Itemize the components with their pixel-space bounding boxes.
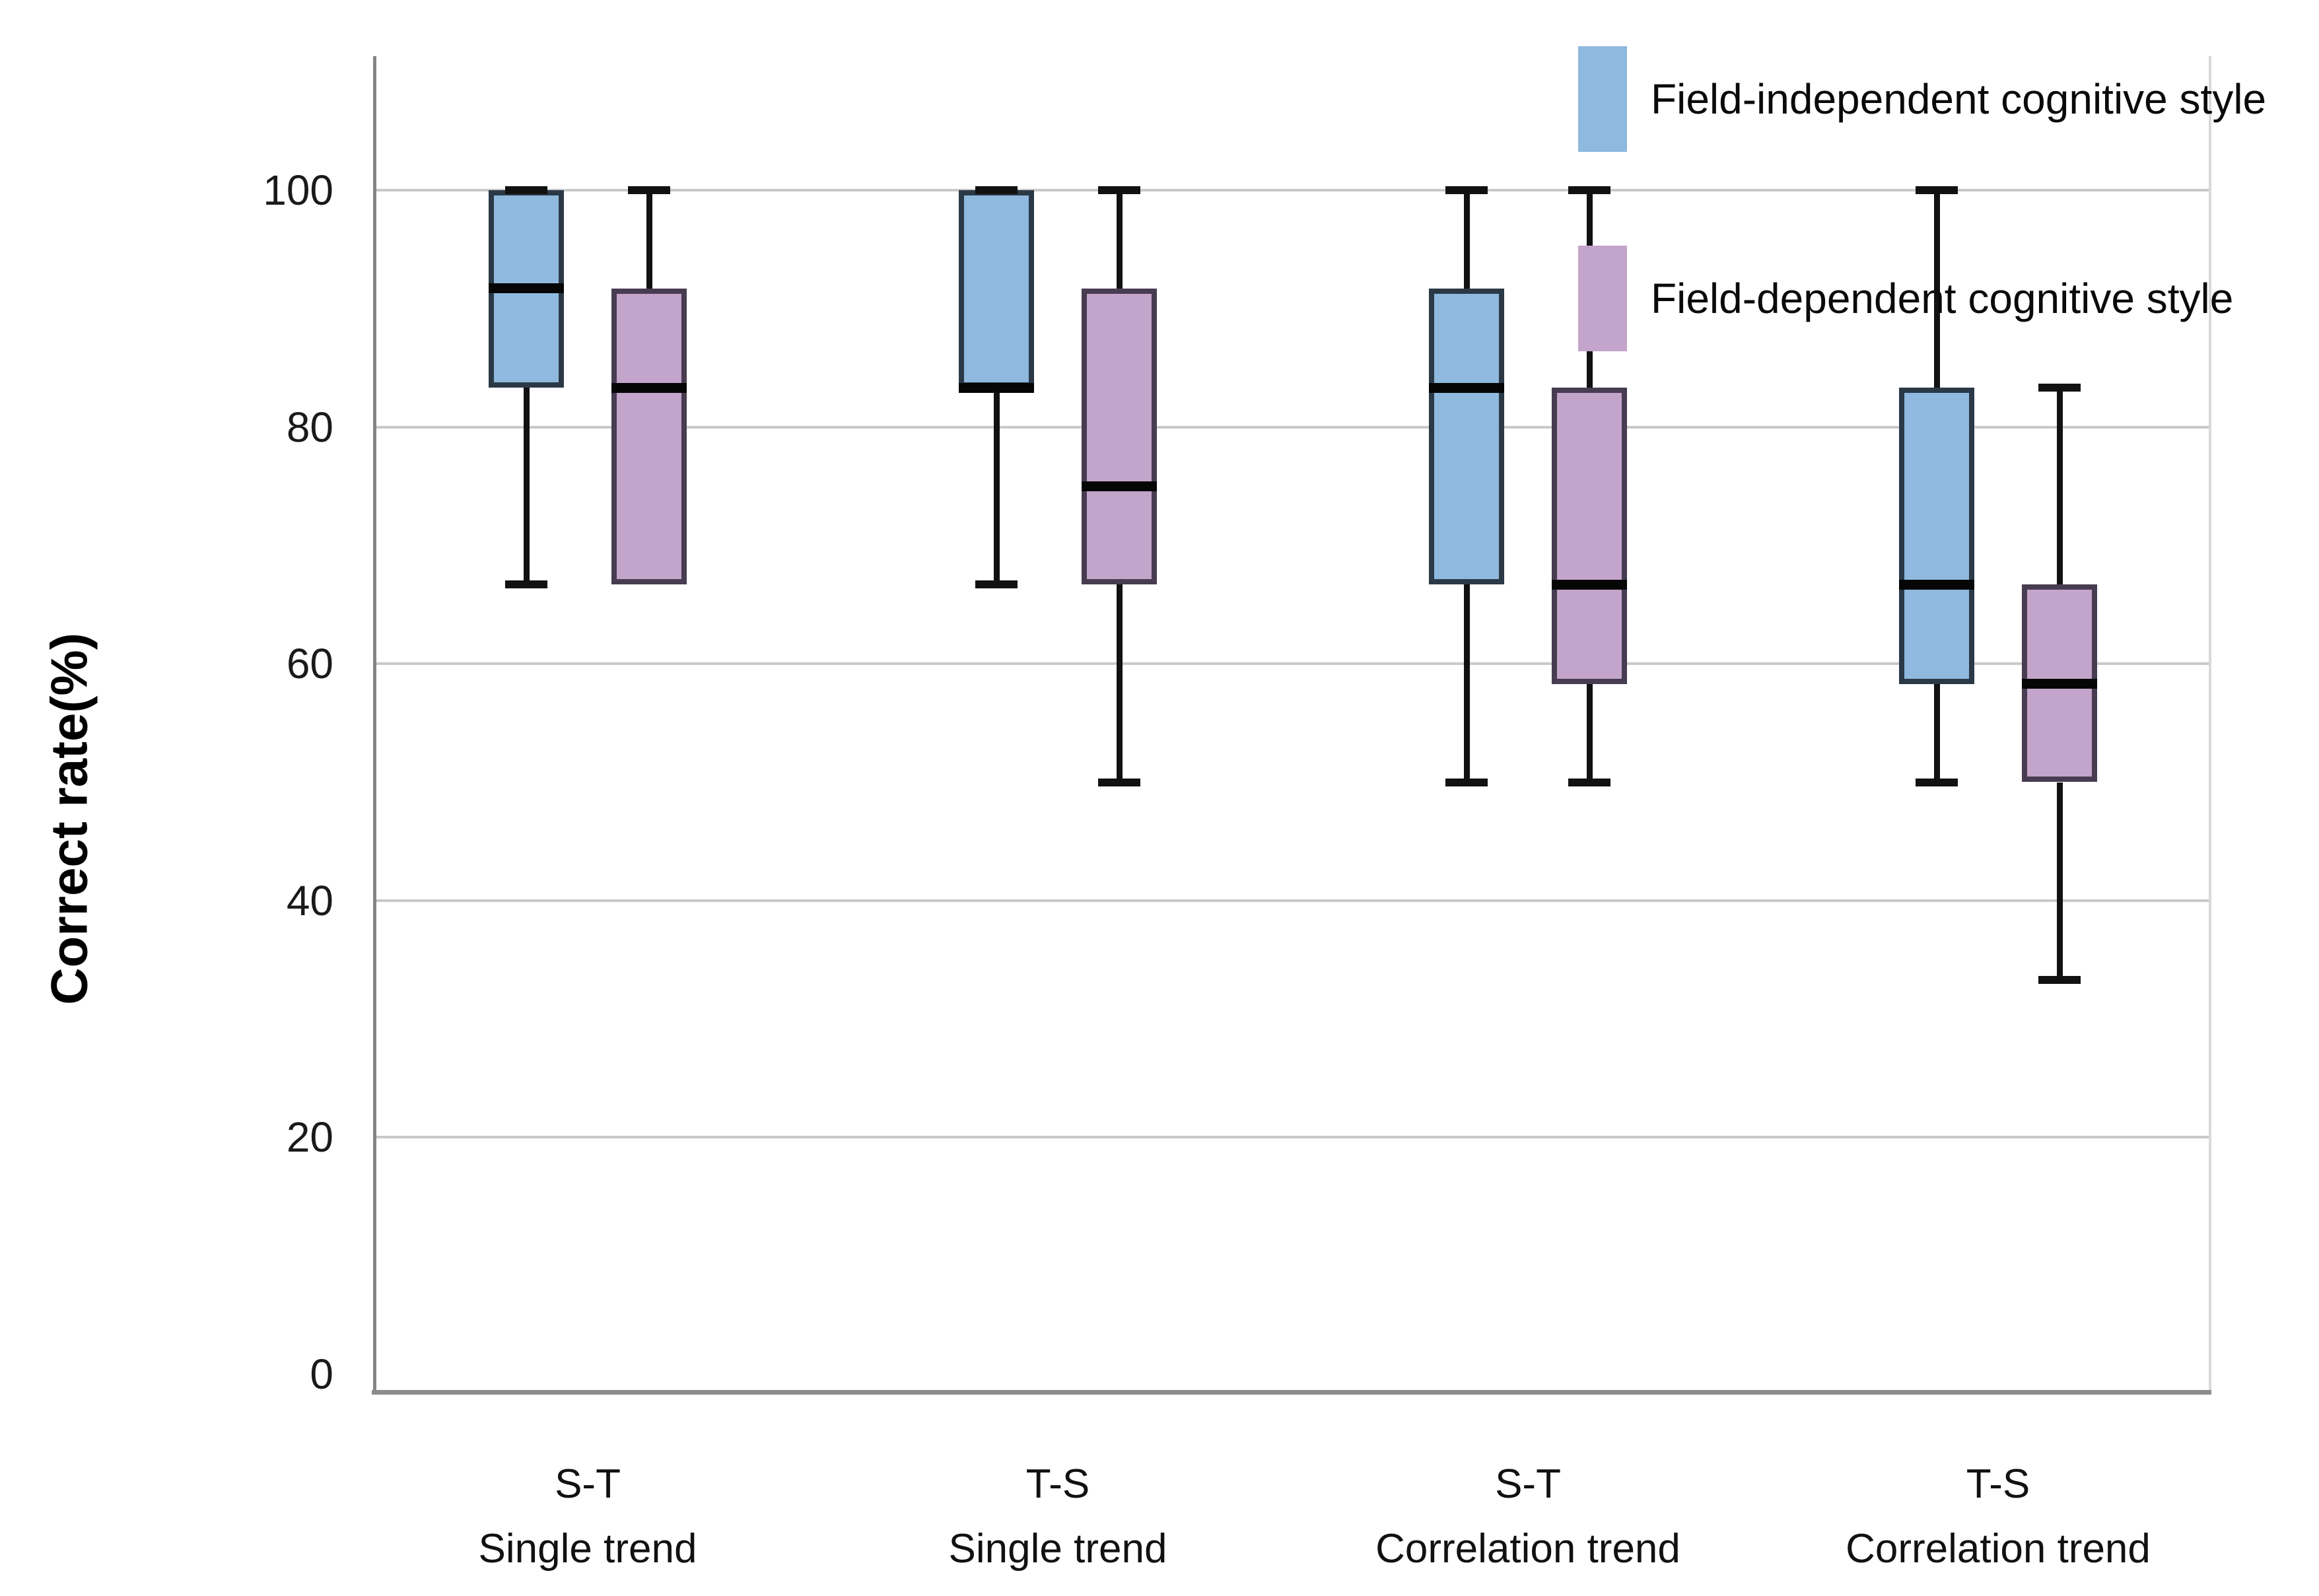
upper-whisker: [646, 190, 652, 289]
boxplot-box: [1552, 388, 1627, 684]
x-category-label: S-T: [555, 1461, 621, 1507]
y-tick-label-60: 60: [286, 640, 333, 688]
lower-whisker: [2056, 782, 2063, 980]
max-whisker-cap: [1445, 186, 1488, 194]
x-category-sublabel: Single trend: [478, 1526, 697, 1572]
legend-swatch-blue: [1578, 46, 1627, 152]
gridline-100: [373, 189, 2209, 191]
x-axis-line: [372, 1390, 2211, 1395]
lower-whisker: [1463, 584, 1470, 782]
x-category-sublabel: Correlation trend: [1846, 1526, 2151, 1572]
min-whisker-cap: [1098, 778, 1140, 786]
max-whisker-cap: [1098, 186, 1140, 194]
upper-whisker: [1116, 190, 1123, 289]
boxplot-box: [1899, 388, 1974, 684]
median-line: [959, 382, 1034, 393]
y-axis-line: [373, 56, 376, 1390]
max-whisker-cap: [1568, 186, 1610, 194]
lower-whisker: [523, 388, 530, 585]
min-whisker-cap: [2038, 975, 2081, 984]
lower-whisker: [1586, 683, 1593, 782]
legend-item-field-dependent: Field-dependent cognitive style: [1578, 246, 2233, 351]
gridline-20: [373, 1136, 2209, 1139]
median-line: [1899, 579, 1974, 590]
gridline-80: [373, 425, 2209, 429]
y-tick-label-40: 40: [286, 876, 333, 924]
y-tick-label-80: 80: [286, 403, 333, 451]
boxplot-box: [959, 190, 1034, 388]
gridline-40: [373, 899, 2209, 902]
legend-item-field-independent: Field-independent cognitive style: [1578, 46, 2266, 152]
min-whisker-cap: [1445, 778, 1488, 786]
boxplot-box: [611, 288, 687, 585]
upper-whisker: [2056, 388, 2063, 585]
upper-whisker: [1933, 190, 1940, 388]
max-whisker-cap: [2038, 384, 2081, 392]
median-line: [611, 382, 687, 393]
x-category-label: T-S: [1966, 1461, 2030, 1507]
x-category-label: S-T: [1495, 1461, 1561, 1507]
median-line: [1082, 481, 1157, 491]
max-whisker-cap: [1916, 186, 1958, 194]
y-tick-label-0: 0: [310, 1350, 333, 1398]
min-whisker-cap: [1568, 778, 1610, 786]
y-tick-label-20: 20: [286, 1113, 333, 1162]
gridline-60: [373, 662, 2209, 666]
median-line: [489, 283, 564, 294]
boxplot-box: [1429, 288, 1504, 585]
legend-label: Field-dependent cognitive style: [1651, 275, 2234, 322]
min-whisker-cap: [1916, 778, 1958, 786]
lower-whisker: [1933, 683, 1940, 782]
median-line: [1429, 382, 1504, 393]
boxplot-box: [1082, 288, 1157, 585]
lower-whisker: [993, 388, 1000, 585]
min-whisker-cap: [505, 580, 547, 589]
x-category-sublabel: Correlation trend: [1375, 1526, 1680, 1572]
legend-swatch-purple: [1578, 246, 1627, 351]
y-tick-label-100: 100: [263, 166, 333, 214]
x-category-sublabel: Single trend: [948, 1526, 1167, 1572]
max-whisker-cap: [505, 186, 547, 194]
x-category-label: T-S: [1025, 1461, 1090, 1507]
legend-label: Field-independent cognitive style: [1651, 75, 2267, 123]
plot-right-border: [2209, 56, 2211, 1390]
median-line: [2022, 679, 2097, 689]
lower-whisker: [1116, 584, 1123, 782]
median-line: [1552, 579, 1627, 590]
max-whisker-cap: [628, 186, 670, 194]
y-axis-title: Correct rate(%): [40, 633, 98, 1005]
upper-whisker: [1463, 190, 1470, 289]
max-whisker-cap: [975, 186, 1018, 194]
min-whisker-cap: [975, 580, 1018, 589]
